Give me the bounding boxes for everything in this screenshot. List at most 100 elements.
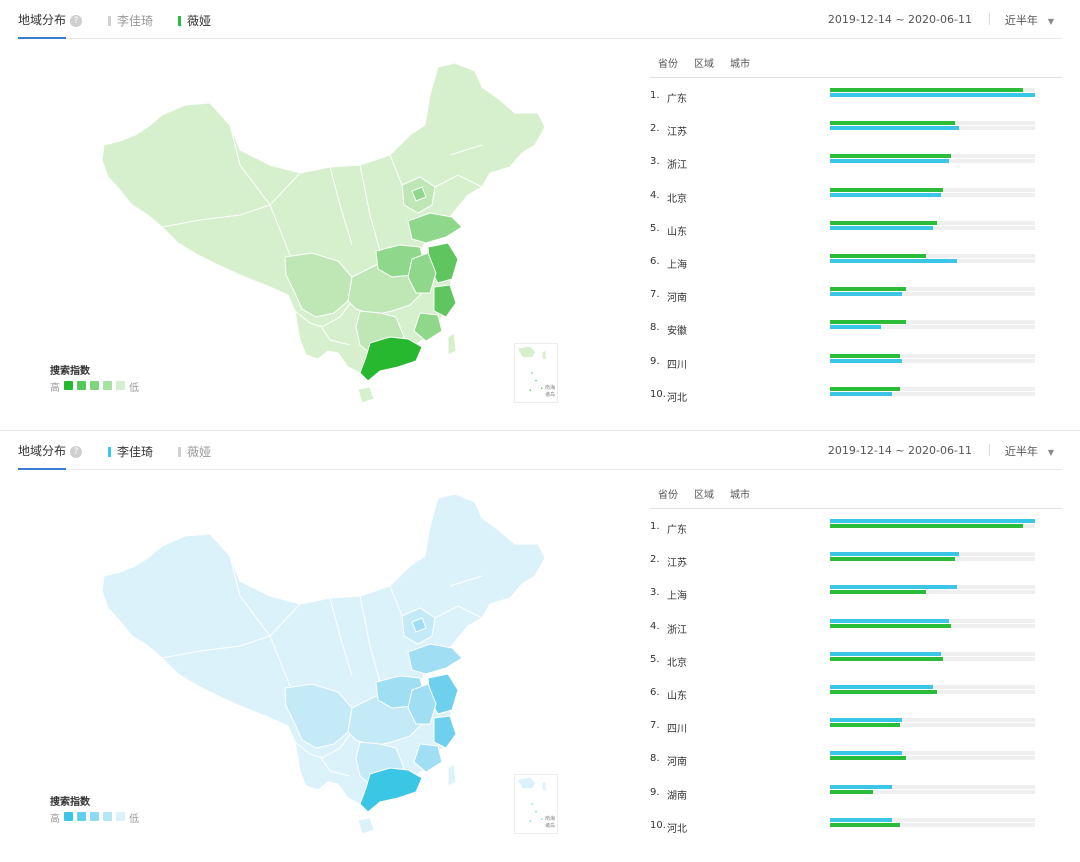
bar-track-primary: [830, 618, 1035, 623]
legend-item-1[interactable]: 薇娅: [178, 443, 211, 460]
ranking-row[interactable]: 6. 上海: [650, 244, 1062, 277]
region-zhejiang[interactable]: [433, 284, 457, 318]
ranking-row[interactable]: 8. 安徽: [650, 310, 1062, 343]
tab-region[interactable]: 区域: [694, 59, 714, 70]
province-name: 北京: [667, 657, 687, 669]
ranking-row[interactable]: 1. 广东: [650, 78, 1062, 111]
map-legend: 搜索指数 高 低: [50, 793, 139, 825]
south-china-sea-inset: 南海 诸岛: [514, 343, 558, 403]
legend-swatch-0: [64, 380, 73, 390]
question-circle-icon[interactable]: ?: [70, 15, 83, 27]
rank-number: 8.: [650, 322, 660, 334]
legend-label: 薇娅: [187, 445, 212, 459]
ranking-row[interactable]: 4. 北京: [650, 178, 1062, 211]
bar-secondary: [830, 822, 900, 827]
bar-track-secondary: [830, 358, 1035, 363]
province-name: 北京: [667, 193, 687, 205]
region-beijing[interactable]: [411, 617, 427, 633]
bar-primary: [830, 718, 902, 723]
province-name: 安徽: [667, 326, 687, 338]
bar-secondary: [830, 159, 949, 164]
bar-primary: [830, 386, 900, 391]
tab-city[interactable]: 城市: [730, 59, 750, 70]
region-beijing[interactable]: [411, 186, 427, 202]
region-sichuan[interactable]: [284, 683, 353, 749]
ranking-row[interactable]: 7. 河南: [650, 277, 1062, 310]
bar-track-secondary: [830, 159, 1035, 164]
ranking-row[interactable]: 6. 山东: [650, 675, 1062, 708]
china-map-svg: [101, 493, 546, 835]
ranking-row[interactable]: 1. 广东: [650, 509, 1062, 542]
legend-item-1[interactable]: 薇娅: [178, 12, 211, 29]
legend-swatch-1: [77, 380, 86, 390]
bar-secondary: [830, 723, 900, 728]
map-legend-scale: 高 低: [50, 379, 139, 394]
region-hainan[interactable]: [357, 817, 375, 835]
question-circle-icon[interactable]: ?: [70, 446, 83, 458]
legend-swatch-2: [90, 811, 99, 821]
province-name: 山东: [667, 226, 687, 238]
period-select[interactable]: 近半年 ▼: [1005, 12, 1054, 28]
region-shandong[interactable]: [407, 643, 463, 675]
date-range[interactable]: 2019-12-14 ~ 2020-06-11: [827, 13, 972, 26]
region-anhui[interactable]: [407, 252, 437, 294]
province-name: 浙江: [667, 160, 687, 172]
tab-region[interactable]: 区域: [694, 490, 714, 501]
legend-item-0[interactable]: 李佳琦: [108, 443, 153, 460]
province-name: 上海: [667, 591, 687, 603]
ranking-list: 省份 区域 城市 1. 广东 2. 江苏 3. 上海 4. 浙江 5. 北京 6. 山东 7. 四川 8. 河…: [650, 471, 1062, 841]
region-fujian[interactable]: [413, 743, 443, 773]
ranking-row[interactable]: 2. 江苏: [650, 542, 1062, 575]
ranking-row[interactable]: 9. 四川: [650, 344, 1062, 377]
ranking-row[interactable]: 2. 江苏: [650, 111, 1062, 144]
ranking-row[interactable]: 9. 湖南: [650, 775, 1062, 808]
legend-swatch-0: [64, 811, 73, 821]
map-legend-high: 高: [50, 383, 60, 394]
ranking-row[interactable]: 10. 河北: [650, 377, 1062, 410]
bar-secondary: [830, 292, 902, 297]
ranking-row[interactable]: 5. 山东: [650, 211, 1062, 244]
tab-region-distribution[interactable]: 地域分布?: [18, 11, 83, 39]
period-select[interactable]: 近半年 ▼: [1005, 443, 1054, 459]
region-taiwan[interactable]: [447, 332, 457, 356]
tab-city[interactable]: 城市: [730, 490, 750, 501]
legend-item-0[interactable]: 李佳琦: [108, 12, 153, 29]
bar-track-primary: [830, 220, 1035, 225]
region-sichuan[interactable]: [284, 252, 353, 318]
ranking-row[interactable]: 3. 浙江: [650, 144, 1062, 177]
bar-track-secondary: [830, 93, 1035, 97]
tab-province[interactable]: 省份: [658, 59, 678, 70]
bar-track-secondary: [830, 192, 1035, 197]
province-name: 广东: [667, 94, 687, 105]
region-zhejiang[interactable]: [433, 715, 457, 749]
tab-province[interactable]: 省份: [658, 490, 678, 501]
ranking-row[interactable]: 8. 河南: [650, 741, 1062, 774]
bar-secondary: [830, 524, 1023, 528]
region-guangdong[interactable]: [359, 336, 423, 382]
region-anhui[interactable]: [407, 683, 437, 725]
bar-track-primary: [830, 817, 1035, 822]
divider: [989, 13, 990, 25]
province-name: 河南: [667, 293, 687, 305]
region-taiwan[interactable]: [447, 763, 457, 787]
bar-primary: [830, 220, 937, 225]
province-name: 上海: [667, 259, 687, 271]
bar-primary: [830, 618, 949, 623]
region-fujian[interactable]: [413, 312, 443, 342]
region-shandong[interactable]: [407, 212, 463, 244]
bar-track-primary: [830, 121, 1035, 126]
date-range[interactable]: 2019-12-14 ~ 2020-06-11: [827, 444, 972, 457]
ranking-row[interactable]: 5. 北京: [650, 642, 1062, 675]
ranking-row[interactable]: 3. 上海: [650, 575, 1062, 608]
province-name: 广东: [667, 525, 687, 536]
tab-region-distribution[interactable]: 地域分布?: [18, 442, 83, 470]
bar-track-secondary: [830, 126, 1035, 131]
ranking-row[interactable]: 4. 浙江: [650, 609, 1062, 642]
ranking-row[interactable]: 7. 四川: [650, 708, 1062, 741]
region-guangdong[interactable]: [359, 767, 423, 813]
rank-number: 7.: [650, 720, 660, 732]
tab-underline: [18, 468, 66, 470]
ranking-row[interactable]: 10. 河北: [650, 808, 1062, 841]
region-hainan[interactable]: [357, 386, 375, 404]
rank-number: 1.: [650, 90, 660, 101]
